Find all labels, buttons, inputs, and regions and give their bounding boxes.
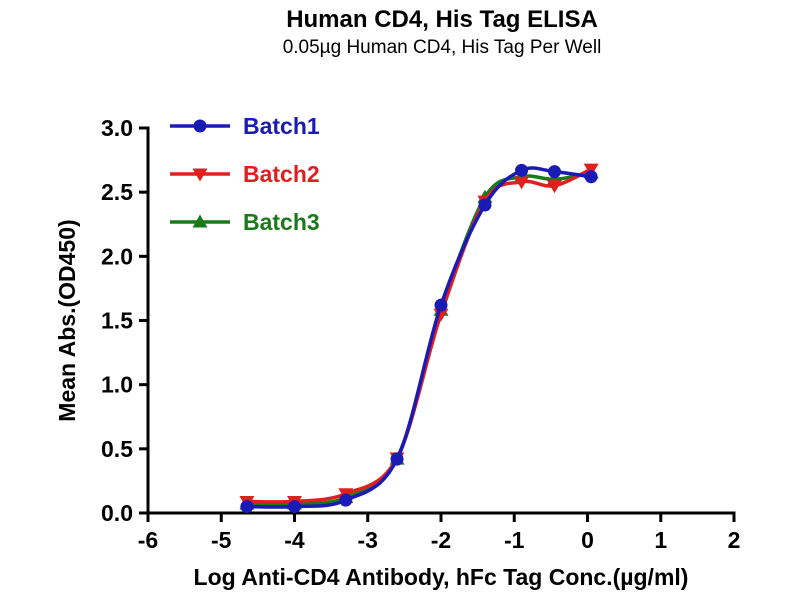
- x-tick-label: 0: [581, 527, 594, 553]
- data-point-circle: [515, 163, 529, 177]
- legend-item-batch2: Batch2: [170, 161, 320, 187]
- y-axis: 0.0 0.5 1.0 1.5 2.0 2.5 3.0: [101, 115, 148, 526]
- y-tick-label: 0.0: [101, 500, 133, 526]
- data-point-triangle-up: [192, 214, 208, 228]
- data-point-triangle-down: [514, 176, 530, 190]
- data-point-triangle-down: [192, 168, 208, 182]
- x-tick-label: -3: [358, 527, 378, 553]
- x-tick-label: -2: [431, 527, 451, 553]
- data-point-triangle-down: [547, 180, 563, 194]
- x-tick-label: 1: [654, 527, 667, 553]
- x-tick-label: -4: [284, 527, 305, 553]
- data-point-circle: [478, 198, 492, 212]
- legend-label: Batch1: [243, 113, 320, 139]
- data-point-triangle-down: [583, 163, 599, 177]
- data-point-circle: [240, 500, 254, 514]
- legend: Batch1 Batch2 Batch3: [170, 113, 320, 235]
- y-axis-title: Mean Abs.(OD450): [54, 219, 80, 421]
- y-tick-label: 1.5: [101, 308, 133, 334]
- data-point-circle: [288, 500, 301, 514]
- series-batch1: [240, 163, 598, 514]
- legend-item-batch3: Batch3: [170, 209, 320, 235]
- data-point-circle: [390, 452, 404, 466]
- data-point-circle: [548, 165, 562, 179]
- legend-label: Batch2: [243, 161, 320, 187]
- data-point-circle: [193, 119, 207, 133]
- x-axis: -6 -5 -4 -3 -2 -1 0 1 2: [138, 513, 741, 553]
- chart-subtitle: 0.05µg Human CD4, His Tag Per Well: [282, 37, 602, 58]
- x-tick-label: -1: [504, 527, 525, 553]
- y-tick-label: 0.5: [101, 436, 133, 462]
- y-tick-label: 1.0: [101, 372, 133, 398]
- y-tick-label: 2.5: [101, 179, 133, 205]
- x-tick-label: -6: [138, 527, 158, 553]
- data-point-circle: [584, 170, 598, 184]
- x-tick-label: 2: [728, 527, 741, 553]
- chart-title: Human CD4, His Tag ELISA: [286, 6, 598, 33]
- x-axis-title: Log Anti-CD4 Antibody, hFc Tag Conc.(µg/…: [194, 564, 689, 590]
- legend-label: Batch3: [243, 209, 320, 235]
- y-tick-label: 2.0: [101, 243, 133, 269]
- data-point-circle: [434, 298, 448, 312]
- x-tick-label: -5: [211, 527, 232, 553]
- data-point-circle: [339, 493, 353, 507]
- y-tick-label: 3.0: [101, 115, 133, 141]
- legend-item-batch1: Batch1: [170, 113, 320, 139]
